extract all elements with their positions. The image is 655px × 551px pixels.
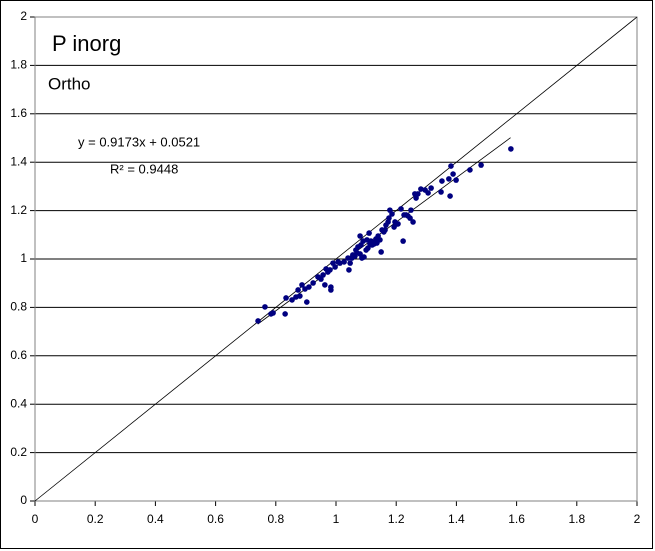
x-tick-label: 0.4 <box>147 512 164 526</box>
point <box>377 237 383 243</box>
x-tick-label: 0.8 <box>267 512 284 526</box>
point <box>439 178 445 184</box>
point <box>382 227 388 233</box>
point <box>453 177 459 183</box>
y-tick-label: 2 <box>20 9 27 23</box>
point <box>438 189 444 195</box>
point <box>418 186 424 192</box>
point <box>306 284 312 290</box>
x-tick-label: 1.4 <box>448 512 465 526</box>
y-tick-label: 0.8 <box>10 300 27 314</box>
point <box>450 171 456 177</box>
equation: y = 0.9173x + 0.0521 <box>78 134 200 149</box>
point <box>400 238 406 244</box>
point <box>446 176 452 182</box>
x-tick-label: 1.8 <box>568 512 585 526</box>
x-tick-label: 0.2 <box>87 512 104 526</box>
point <box>467 167 473 173</box>
y-tick-label: 0.4 <box>10 396 27 410</box>
y-tick-label: 0.6 <box>10 348 27 362</box>
point <box>282 311 288 317</box>
x-tick-label: 0.6 <box>207 512 224 526</box>
point <box>448 163 454 169</box>
point <box>478 162 484 168</box>
point <box>318 276 324 282</box>
y-tick-label: 1.6 <box>10 106 27 120</box>
point <box>346 267 352 273</box>
y-tick-label: 0.2 <box>10 445 27 459</box>
point <box>508 146 514 152</box>
point <box>447 193 453 199</box>
plot-area <box>34 16 638 502</box>
identity-line <box>34 16 638 502</box>
point <box>310 280 316 286</box>
point <box>322 282 328 288</box>
y-tick-label: 1.4 <box>10 154 27 168</box>
point <box>270 310 276 316</box>
point <box>408 207 414 213</box>
point <box>255 318 261 324</box>
point <box>378 249 384 255</box>
x-tick-label: 1.6 <box>508 512 525 526</box>
point <box>386 215 392 221</box>
x-tick-label: 0 <box>32 512 39 526</box>
point <box>407 215 413 221</box>
x-tick-label: 1 <box>333 512 340 526</box>
point <box>295 287 301 293</box>
point <box>341 259 347 265</box>
point <box>366 230 372 236</box>
point <box>357 233 363 239</box>
point <box>365 245 371 251</box>
point <box>345 255 351 261</box>
point <box>332 264 338 270</box>
point <box>395 221 401 227</box>
r-squared: R² = 0.9448 <box>110 161 178 176</box>
y-tick-label: 1 <box>20 251 27 265</box>
y-tick-label: 0 <box>20 493 27 507</box>
point <box>297 293 303 299</box>
chart-title: P inorg <box>52 31 121 56</box>
x-tick-label: 2 <box>634 512 641 526</box>
point <box>361 254 367 260</box>
point <box>262 304 268 310</box>
point <box>410 219 416 225</box>
y-tick-label: 1.2 <box>10 203 27 217</box>
point <box>328 287 334 293</box>
chart-subtitle: Ortho <box>48 74 91 93</box>
point <box>289 297 295 303</box>
point <box>428 185 434 191</box>
point <box>389 211 395 217</box>
point <box>398 206 404 212</box>
point <box>304 299 310 305</box>
point <box>299 282 305 288</box>
point <box>347 260 353 266</box>
y-tick-label: 1.8 <box>10 58 27 72</box>
point <box>425 190 431 196</box>
point <box>337 260 343 266</box>
point <box>320 272 326 278</box>
x-tick-label: 1.2 <box>388 512 405 526</box>
point <box>415 191 421 197</box>
point <box>283 295 289 301</box>
point <box>327 267 333 273</box>
